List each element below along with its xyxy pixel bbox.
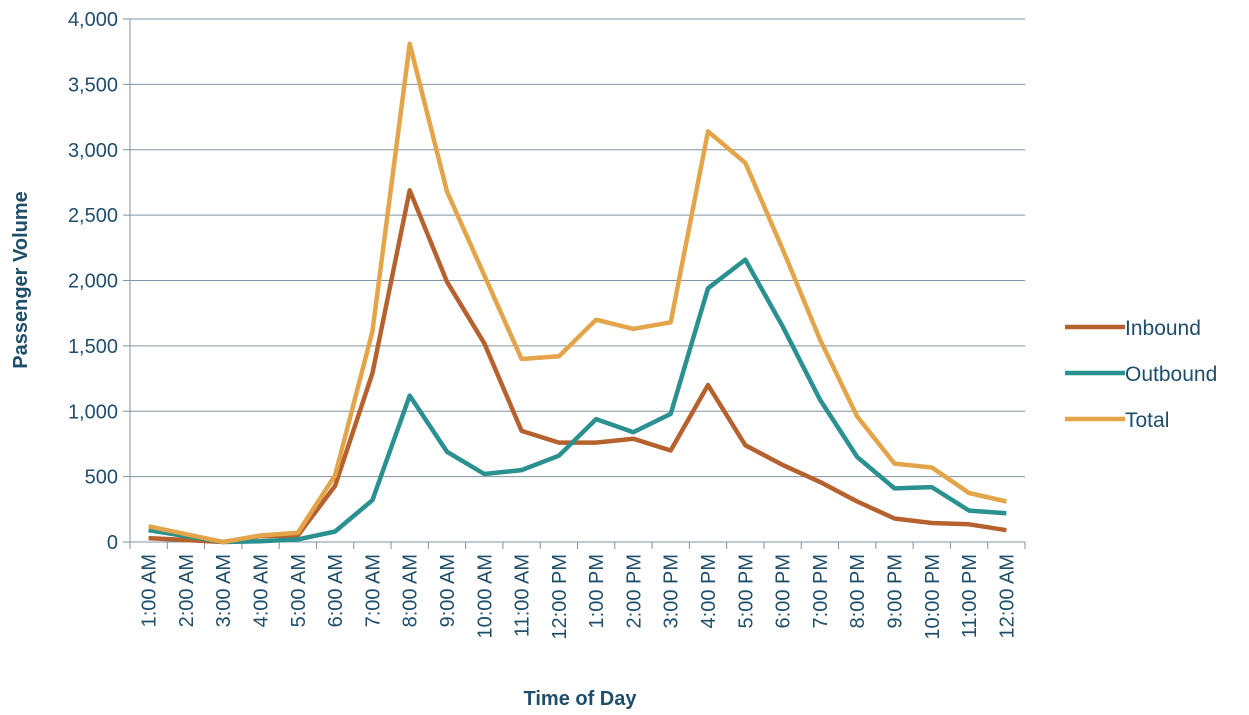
x-tick-label: 8:00 AM	[400, 554, 422, 627]
x-tick-label: 1:00 PM	[586, 554, 608, 628]
y-tick-label: 2,000	[68, 271, 118, 293]
y-tick-labels: 0 500 1,000 1,500 2,000 2,500 3,000 3,500 4,000	[68, 9, 118, 554]
x-tick-label: 3:00 AM	[213, 554, 235, 627]
legend-label-inbound: Inbound	[1125, 317, 1201, 340]
x-tick-label: 8:00 PM	[847, 554, 869, 628]
x-tick-label: 6:00 PM	[773, 554, 795, 628]
series-line-total	[148, 41, 1007, 545]
legend-label-total: Total	[1125, 409, 1169, 432]
x-tick-label: 9:00 PM	[884, 554, 906, 628]
series-line-inbound	[148, 188, 1007, 545]
x-tick-label: 12:00 AM	[996, 554, 1018, 639]
x-tick-label: 10:00 AM	[474, 554, 496, 639]
axes	[123, 18, 1026, 549]
x-tick-label: 6:00 AM	[325, 554, 347, 627]
x-tick-label: 1:00 AM	[139, 554, 161, 627]
x-tick-label: 5:00 PM	[735, 554, 757, 628]
grid-lines	[130, 18, 1025, 478]
x-tick-labels: 1:00 AM 2:00 AM 3:00 AM 4:00 AM 5:00 AM 6:00 …	[139, 554, 1019, 640]
legend-label-outbound: Outbound	[1125, 363, 1217, 386]
y-tick-label: 4,000	[68, 9, 118, 31]
y-tick-label: 2,500	[68, 205, 118, 227]
y-tick-label: 1,000	[68, 401, 118, 423]
x-tick-label: 12:00 PM	[549, 554, 571, 640]
x-tick-label: 10:00 PM	[922, 554, 944, 640]
x-tick-label: 11:00 AM	[512, 554, 534, 637]
y-tick-label: 1,500	[68, 336, 118, 358]
y-axis-title: Passenger Volume	[10, 191, 32, 368]
y-tick-label: 500	[85, 467, 118, 489]
x-tick-label: 9:00 AM	[437, 554, 459, 627]
legend: Inbound Outbound Total	[1065, 317, 1217, 432]
y-tick-label: 0	[107, 532, 118, 554]
x-tick-label: 5:00 AM	[288, 554, 310, 627]
series-lines	[148, 41, 1007, 545]
x-tick-label: 11:00 PM	[959, 554, 981, 638]
x-tick-label: 3:00 PM	[661, 554, 683, 628]
x-axis-title: Time of Day	[524, 688, 638, 710]
x-tick-label: 4:00 PM	[698, 554, 720, 628]
x-tick-label: 7:00 AM	[362, 554, 384, 627]
x-tick-label: 2:00 PM	[623, 554, 645, 628]
y-tick-label: 3,000	[68, 140, 118, 162]
x-tick-label: 7:00 PM	[810, 554, 832, 628]
x-tick-label: 4:00 AM	[251, 554, 273, 627]
series-line-outbound	[148, 257, 1007, 545]
x-tick-label: 2:00 AM	[176, 554, 198, 627]
y-tick-label: 3,500	[68, 74, 118, 96]
